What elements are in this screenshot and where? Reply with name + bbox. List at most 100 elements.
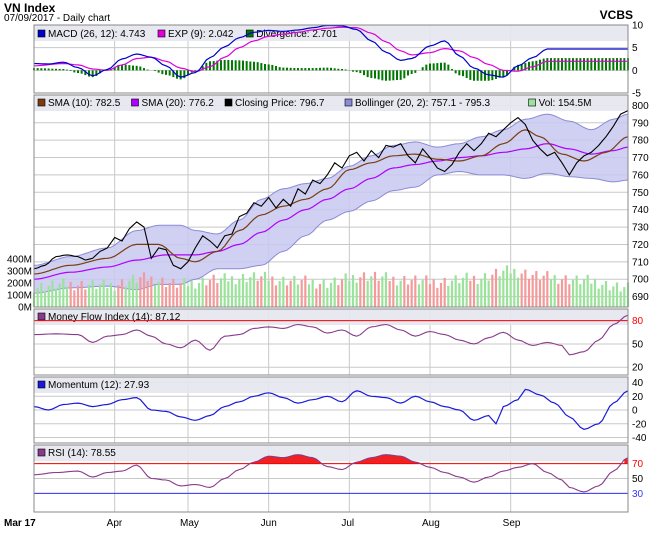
divergence-bar	[154, 70, 156, 72]
volume-bar	[359, 277, 362, 307]
volume-bar	[117, 285, 120, 307]
divergence-bar	[227, 59, 230, 71]
divergence-bar	[282, 67, 285, 71]
volume-bar	[348, 280, 351, 307]
volume-bar	[260, 276, 263, 307]
volume-bar	[436, 287, 439, 307]
volume-bar	[494, 268, 498, 307]
x-tick-label: Apr	[107, 518, 123, 529]
divergence-bar	[55, 68, 57, 71]
volume-bar	[175, 287, 179, 307]
volume-bar	[366, 280, 369, 307]
rsi-legend-0: RSI (14): 78.55	[48, 448, 116, 459]
divergence-bar	[304, 68, 307, 71]
volume-bar	[238, 279, 241, 307]
volume-bar	[560, 279, 564, 307]
divergence-bar	[572, 58, 574, 71]
divergence-bar	[311, 68, 314, 71]
divergence-bar	[495, 70, 497, 79]
price-legend-4: Vol: 154.5M	[539, 98, 592, 109]
volume-bar	[47, 285, 50, 307]
divergence-bar	[253, 61, 255, 71]
volume-bar	[315, 288, 318, 307]
volume-bar	[582, 279, 586, 307]
divergence-bar	[619, 58, 622, 71]
volume-bar	[274, 285, 278, 307]
volume-bar	[432, 279, 435, 307]
price-ytick-label: 720	[632, 240, 649, 251]
price-ytick-label: 780	[632, 136, 649, 147]
price-ytick-label: 770	[632, 153, 649, 164]
divergence-bar	[264, 64, 266, 71]
volume-bar	[146, 280, 149, 307]
macd-ytick-label: 5	[632, 43, 638, 54]
momentum-legend-bar	[34, 377, 628, 393]
divergence-bar	[425, 64, 428, 71]
x-tick-label: Aug	[422, 518, 440, 529]
divergence-bar	[121, 64, 123, 71]
divergence-bar	[330, 67, 332, 71]
volume-bar	[337, 285, 340, 307]
volume-bar	[267, 280, 270, 307]
rsi-legend-swatch-0	[37, 448, 46, 457]
rsi-line	[33, 454, 629, 493]
volume-bar	[535, 271, 538, 307]
divergence-bar	[561, 58, 563, 71]
divergence-bar	[113, 66, 116, 71]
volume-bar	[417, 284, 421, 307]
price-ytick-label: 690	[632, 292, 649, 303]
divergence-bar	[205, 62, 208, 71]
divergence-bar	[605, 58, 607, 71]
divergence-bar	[432, 63, 435, 71]
volume-bar	[597, 288, 600, 307]
volume-bar	[234, 284, 237, 307]
divergence-bar	[502, 70, 505, 78]
divergence-bar	[176, 70, 178, 79]
volume-bar	[483, 273, 487, 307]
volume-bar	[513, 268, 516, 307]
macd-ytick-label: 0	[632, 66, 638, 77]
volume-bar	[293, 275, 296, 307]
divergence-bar	[553, 58, 556, 71]
volume-bar	[150, 276, 153, 307]
divergence-bar	[289, 67, 292, 71]
momentum-ytick-label: 40	[632, 378, 644, 389]
divergence-bar	[95, 70, 98, 76]
volume-bar	[498, 276, 501, 307]
volume-bar	[557, 283, 560, 307]
volume-bar	[216, 283, 219, 307]
volume-bar	[373, 271, 377, 307]
volume-bar	[355, 282, 358, 307]
divergence-bar	[407, 70, 409, 76]
sma20-line	[33, 143, 629, 280]
divergence-bar	[524, 63, 527, 71]
volume-bar	[329, 282, 333, 307]
divergence-bar	[399, 70, 402, 80]
volume-bar	[524, 269, 527, 307]
mfi-panel: 80 50 20 Money Flow Index (14): 87.12	[33, 308, 644, 376]
divergence-bar	[568, 58, 571, 71]
rsi-border	[33, 444, 629, 513]
divergence-bar	[392, 70, 395, 81]
mfi-legend-swatch-0	[37, 312, 46, 321]
volume-bar	[579, 284, 582, 307]
volume-bar	[344, 273, 347, 307]
divergence-bar	[326, 67, 329, 71]
volume-bar	[399, 280, 402, 307]
divergence-bar	[440, 62, 442, 71]
close-price-line	[33, 110, 629, 270]
volume-bar	[120, 279, 124, 307]
volume-bar	[54, 288, 58, 307]
divergence-bar	[267, 64, 270, 71]
volume-bar	[135, 282, 138, 307]
volume-bar	[326, 287, 329, 307]
divergence-bar	[194, 70, 197, 72]
volume-bar	[461, 277, 465, 307]
volume-bar	[428, 284, 432, 307]
divergence-bar	[443, 62, 446, 71]
volume-bar	[212, 274, 215, 307]
volume-bar	[91, 280, 94, 307]
divergence-bar	[161, 70, 164, 75]
volume-bar	[476, 284, 479, 307]
volume-bar	[586, 274, 589, 307]
